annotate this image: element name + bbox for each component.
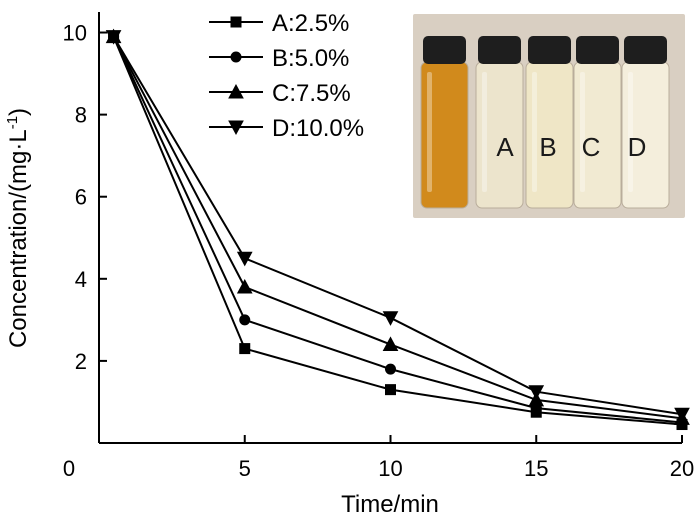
legend-item-d: D:10.0% — [209, 115, 364, 142]
vial-0 — [420, 36, 469, 209]
data-point-c-1 — [236, 278, 253, 294]
data-point-d-2 — [382, 311, 399, 326]
y-tick-label-10: 10 — [63, 21, 87, 46]
vial-cap — [576, 36, 619, 64]
legend-item-c: C:7.5% — [209, 80, 351, 107]
y-axis-title-main: Concentration/(mg·L — [5, 129, 32, 348]
y-axis-title-close: ) — [5, 108, 32, 116]
legend-item-a: A:2.5% — [209, 10, 349, 37]
vial-cap — [423, 36, 466, 64]
y-tick-label-8: 8 — [75, 103, 87, 128]
y-tick-label-2: 2 — [75, 349, 87, 374]
vial-glare — [532, 72, 537, 192]
y-ticks: 2 4 6 8 10 — [63, 21, 107, 444]
legend-label: D:10.0% — [272, 115, 364, 142]
y-axis-title: Concentration/(mg·L-1) — [4, 108, 32, 348]
data-point-a-1 — [239, 343, 251, 355]
vial-3 — [573, 36, 622, 209]
data-point-d-4 — [674, 407, 690, 423]
legend-item-b: B:5.0% — [209, 45, 349, 72]
vial-label-c: C — [582, 132, 601, 162]
vial-cap — [528, 36, 571, 64]
legend-marker — [230, 16, 242, 28]
legend-label: A:2.5% — [272, 10, 349, 37]
y-tick-label-6: 6 — [75, 185, 87, 210]
vial-glare — [628, 72, 633, 192]
series-d — [105, 30, 690, 423]
x-ticks: 0 5 10 15 20 — [63, 435, 694, 481]
vial-cap — [624, 36, 667, 64]
data-point-a-2 — [385, 384, 396, 396]
vial-glare — [482, 72, 487, 192]
data-point-b-1 — [239, 314, 251, 326]
vial-label-d: D — [628, 132, 647, 162]
vial-glare — [427, 72, 432, 192]
vials-group — [420, 36, 670, 209]
vial-2 — [525, 36, 574, 209]
vial-label-a: A — [496, 132, 514, 162]
y-tick-label-4: 4 — [75, 267, 87, 292]
data-point-d-1 — [236, 251, 253, 267]
vial-cap — [478, 36, 521, 64]
legend-label: B:5.0% — [272, 45, 349, 72]
legend-label: C:7.5% — [272, 80, 351, 107]
vial-4 — [621, 36, 670, 209]
data-point-d-3 — [528, 385, 545, 400]
data-point-c-2 — [382, 336, 399, 351]
x-tick-label-15: 15 — [524, 456, 548, 481]
series-group — [105, 28, 690, 431]
vial-glare — [580, 72, 585, 192]
x-tick-label-0: 0 — [63, 456, 75, 481]
x-tick-label-20: 20 — [670, 456, 694, 481]
x-axis-title: Time/min — [341, 491, 439, 518]
x-tick-label-5: 5 — [239, 456, 251, 481]
legend-marker — [228, 120, 244, 136]
legend: A:2.5% B:5.0% C:7.5% D:10.0% — [209, 10, 364, 142]
vial-1 — [475, 36, 524, 209]
data-point-b-2 — [385, 363, 396, 375]
legend-marker — [228, 83, 244, 99]
vial-label-b: B — [539, 132, 556, 162]
y-axis-title-superscript: -1 — [4, 116, 21, 129]
x-tick-label-10: 10 — [378, 456, 402, 481]
data-point-d-0 — [105, 30, 122, 45]
legend-marker — [230, 51, 242, 63]
